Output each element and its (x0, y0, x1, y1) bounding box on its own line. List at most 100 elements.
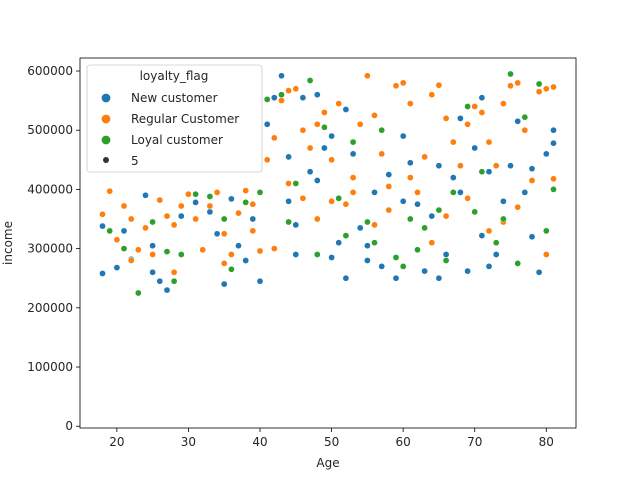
point-regular-customer (328, 197, 335, 205)
point-new-customer (485, 168, 493, 176)
point-regular-customer (371, 221, 378, 229)
point-regular-customer (542, 251, 550, 258)
point-regular-customer (185, 190, 192, 198)
point-new-customer (399, 197, 407, 205)
point-new-customer (142, 191, 149, 199)
point-new-customer (313, 91, 321, 99)
point-regular-customer (134, 246, 142, 254)
point-regular-customer (285, 87, 292, 94)
point-loyal-customer (321, 123, 328, 131)
legend-size-marker (103, 157, 109, 163)
point-loyal-customer (399, 263, 407, 270)
point-loyal-customer (449, 189, 457, 196)
point-regular-customer (299, 126, 307, 134)
point-new-customer (457, 189, 464, 196)
point-regular-customer (414, 189, 421, 196)
point-new-customer (328, 254, 335, 261)
point-regular-customer (127, 215, 135, 223)
point-regular-customer (471, 103, 479, 110)
y-axis: 0 100000 200000 300000 400000 500000 600000 (27, 64, 80, 433)
point-loyal-customer (421, 224, 428, 232)
point-regular-customer (249, 227, 257, 235)
y-tick-label: 400000 (27, 182, 73, 196)
point-new-customer (471, 144, 479, 152)
point-new-customer (371, 189, 378, 196)
point-new-customer (528, 165, 536, 173)
point-regular-customer (399, 79, 407, 87)
point-regular-customer (478, 109, 486, 116)
point-loyal-customer (242, 199, 250, 206)
point-regular-customer (99, 210, 106, 218)
point-new-customer (213, 230, 221, 238)
point-regular-customer (235, 209, 242, 217)
point-regular-customer (514, 79, 522, 87)
point-new-customer (342, 274, 350, 282)
point-regular-customer (335, 100, 343, 107)
point-regular-customer (349, 189, 357, 196)
point-new-customer (406, 159, 414, 167)
point-new-customer (313, 177, 321, 184)
point-regular-customer (106, 187, 114, 195)
legend-box (86, 64, 263, 173)
point-regular-customer (170, 268, 178, 276)
point-regular-customer (550, 175, 557, 183)
point-new-customer (285, 153, 292, 161)
point-new-customer (99, 270, 106, 277)
y-tick-label: 300000 (27, 242, 73, 256)
point-new-customer (99, 222, 106, 230)
point-regular-customer (428, 239, 436, 247)
point-regular-customer (249, 200, 257, 208)
point-new-customer (177, 212, 185, 220)
point-new-customer (500, 197, 507, 205)
point-new-customer (270, 94, 278, 102)
point-regular-customer (406, 100, 414, 107)
point-new-customer (449, 174, 457, 181)
point-regular-customer (242, 187, 250, 194)
point-loyal-customer (306, 77, 314, 84)
point-regular-customer (442, 212, 450, 220)
point-new-customer (492, 251, 500, 258)
point-regular-customer (500, 100, 507, 107)
point-regular-customer (285, 180, 292, 187)
point-loyal-customer (228, 265, 235, 273)
point-regular-customer (464, 194, 471, 202)
y-axis-label: income (1, 221, 15, 265)
point-regular-customer (328, 156, 335, 164)
point-new-customer (542, 150, 550, 158)
point-new-customer (335, 239, 343, 247)
point-regular-customer (385, 183, 393, 190)
point-new-customer (392, 274, 400, 282)
point-regular-customer (228, 251, 235, 258)
point-new-customer (399, 132, 407, 140)
point-regular-customer (342, 200, 350, 208)
point-loyal-customer (170, 277, 178, 285)
point-regular-customer (378, 150, 386, 158)
point-regular-customer (492, 162, 500, 170)
point-regular-customer (192, 215, 199, 223)
point-regular-customer (220, 230, 228, 238)
point-loyal-customer (442, 257, 450, 264)
point-loyal-customer (342, 232, 350, 239)
point-regular-customer (435, 81, 443, 89)
point-new-customer (263, 120, 271, 128)
point-loyal-customer (285, 218, 292, 226)
point-new-customer (364, 242, 371, 250)
legend-label-loyal-customer: Loyal customer (131, 133, 223, 147)
legend-label-new-customer: New customer (131, 91, 218, 105)
point-loyal-customer (292, 180, 300, 187)
point-new-customer (206, 208, 214, 216)
point-loyal-customer (106, 227, 114, 235)
point-new-customer (356, 224, 364, 232)
point-regular-customer (206, 202, 214, 210)
point-regular-customer (170, 221, 178, 229)
point-regular-customer (371, 112, 378, 119)
point-new-customer (342, 106, 350, 113)
point-regular-customer (142, 224, 149, 232)
legend-title: loyalty_flag (140, 69, 209, 83)
point-regular-customer (270, 134, 278, 142)
point-new-customer (256, 277, 264, 285)
point-new-customer (364, 257, 371, 264)
x-axis: 20 30 40 50 60 70 80 (109, 428, 554, 449)
point-new-customer (292, 251, 300, 258)
x-tick-label: 50 (324, 435, 339, 449)
